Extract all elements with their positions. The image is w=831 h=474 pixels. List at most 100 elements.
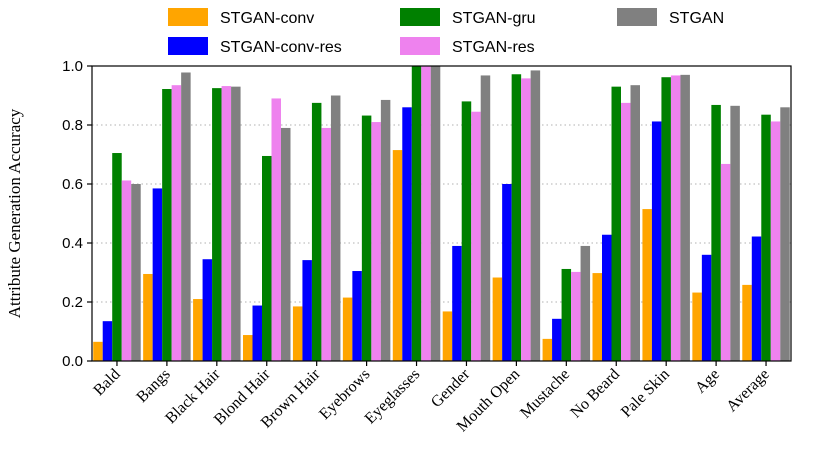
bar-stgan-conv-res-average	[751, 236, 762, 361]
plot-frame	[91, 65, 792, 362]
bar-stgan-res-mouth-open	[521, 78, 531, 361]
bar-stgan-average	[780, 107, 790, 361]
bar-stgan-res-blond-hair	[271, 98, 281, 361]
bar-stgan-res-average	[770, 121, 781, 362]
bar-stgan-conv-res-black-hair	[202, 259, 213, 361]
bar-stgan-conv-bangs	[143, 273, 153, 361]
y-tick-label-3: 0.6	[62, 176, 83, 193]
legend-label-stgan-gru: STGAN-gru	[452, 10, 536, 27]
y-tick-label-0: 0.0	[62, 353, 83, 370]
bar-stgan-conv-pale-skin	[642, 209, 652, 361]
bar-stgan-no-beard	[630, 85, 640, 362]
bar-stgan-conv-blond-hair	[243, 335, 253, 361]
bar-stgan-res-bald	[121, 180, 132, 361]
bar-stgan-black-hair	[231, 86, 241, 362]
bar-stgan-gru-average	[761, 114, 771, 361]
y-tick-label-5: 1.0	[62, 58, 83, 75]
bar-stgan-eyeglasses	[430, 66, 441, 361]
bar-stgan-gru-black-hair	[212, 88, 222, 361]
bar-stgan-eyebrows	[380, 99, 391, 362]
bar-stgan-conv-res-age	[701, 254, 712, 361]
legend-swatch-stgan-conv-res	[168, 37, 208, 55]
bar-stgan-conv-brown-hair	[292, 306, 303, 361]
bar-stgan-conv-res-mouth-open	[502, 184, 512, 361]
bar-stgan-gru-no-beard	[611, 86, 621, 362]
legend-label-stgan-res: STGAN-res	[452, 39, 535, 56]
bar-stgan-conv-res-no-beard	[602, 234, 612, 361]
legend-item-stgan-res: STGAN-res	[400, 37, 535, 56]
legend-swatch-stgan-res	[400, 37, 440, 55]
bar-stgan-res-mustache	[571, 271, 581, 361]
bar-stgan-conv-res-gender	[452, 245, 462, 361]
x-tick-label-average: Average	[723, 366, 772, 415]
bar-stgan-conv-age	[692, 292, 702, 361]
bar-stgan-gru-pale-skin	[661, 77, 671, 362]
bar-stgan-gru-mustache	[561, 268, 572, 361]
bar-stgan-conv-eyeglasses	[392, 150, 403, 361]
bar-stgan-blond-hair	[281, 127, 291, 361]
bar-stgan-gru-gender	[461, 101, 472, 362]
bar-stgan-age	[730, 105, 740, 361]
x-tick-label-bald: Bald	[90, 366, 123, 399]
bar-stgan-conv-res-eyebrows	[352, 271, 362, 361]
bar-stgan-gender	[480, 75, 491, 361]
bar-stgan-gru-mouth-open	[511, 74, 522, 361]
bar-stgan-conv-res-bangs	[152, 188, 163, 361]
legend-label-stgan-conv: STGAN-conv	[220, 10, 314, 27]
bar-stgan-res-black-hair	[221, 86, 232, 361]
bar-stgan-bald	[131, 184, 141, 361]
x-tick-label-eyeglasses: Eyeglasses	[362, 366, 424, 428]
legend-label-stgan: STGAN	[669, 10, 724, 27]
bar-stgan-gru-bald	[112, 153, 122, 361]
bar-stgan-mustache	[580, 245, 591, 361]
bar-stgan-pale-skin	[680, 74, 690, 361]
bar-stgan-conv-mustache	[542, 338, 553, 361]
legend-item-stgan-conv-res: STGAN-conv-res	[168, 37, 342, 56]
bar-stgan-conv-eyebrows	[342, 297, 353, 361]
bar-stgan-gru-eyebrows	[361, 115, 372, 361]
bar-stgan-res-eyebrows	[371, 122, 381, 361]
y-tick-label-2: 0.4	[62, 235, 83, 252]
bar-stgan-conv-res-eyeglasses	[402, 107, 412, 361]
bar-stgan-conv-gender	[442, 311, 453, 361]
bar-stgan-conv-res-mustache	[552, 318, 562, 361]
x-tick-label-mustache: Mustache	[517, 366, 573, 422]
bar-stgan-gru-blond-hair	[262, 155, 272, 361]
bar-stgan-res-age	[720, 163, 731, 361]
bar-stgan-brown-hair	[330, 95, 341, 361]
bar-stgan-conv-res-brown-hair	[302, 260, 312, 361]
bar-stgan-conv-res-bald	[102, 321, 113, 361]
bar-stgan-conv-mouth-open	[492, 277, 503, 361]
bar-stgan-gru-bangs	[162, 89, 172, 361]
bar-stgan-res-bangs	[171, 85, 182, 362]
y-axis-label: Attribute Generation Accuracy	[5, 108, 24, 318]
bar-stgan-conv-no-beard	[592, 273, 602, 361]
bar-stgan-res-no-beard	[621, 102, 631, 361]
bar-stgan-res-pale-skin	[670, 75, 681, 361]
x-tick-label-age: Age	[692, 366, 723, 397]
bar-stgan-conv-bald	[93, 341, 103, 361]
x-tick-label-bangs: Bangs	[133, 366, 173, 406]
bar-stgan-bangs	[181, 72, 191, 362]
legend-swatch-stgan-conv	[168, 8, 208, 26]
x-tick-label-gender: Gender	[428, 365, 474, 411]
legend-item-stgan-gru: STGAN-gru	[400, 8, 536, 27]
bar-stgan-mouth-open	[530, 70, 541, 362]
bar-stgan-gru-brown-hair	[311, 102, 322, 361]
legend-swatch-stgan-gru	[400, 8, 440, 26]
x-tick-label-no-beard: No Beard	[567, 366, 623, 422]
y-tick-label-4: 0.8	[62, 117, 83, 134]
legend-label-stgan-conv-res: STGAN-conv-res	[220, 39, 342, 56]
bar-stgan-conv-res-blond-hair	[252, 305, 262, 361]
legend-swatch-stgan	[617, 8, 657, 26]
bar-stgan-gru-age	[711, 104, 721, 361]
y-tick-label-1: 0.2	[62, 294, 83, 311]
bar-stgan-conv-res-pale-skin	[651, 121, 662, 362]
bar-stgan-conv-black-hair	[193, 299, 203, 361]
x-tick-label-pale-skin: Pale Skin	[618, 366, 673, 421]
bar-stgan-res-gender	[471, 111, 481, 361]
legend-item-stgan-conv: STGAN-conv	[168, 8, 314, 27]
bar-stgan-conv-average	[742, 284, 752, 361]
bar-stgan-gru-eyeglasses	[411, 66, 422, 361]
